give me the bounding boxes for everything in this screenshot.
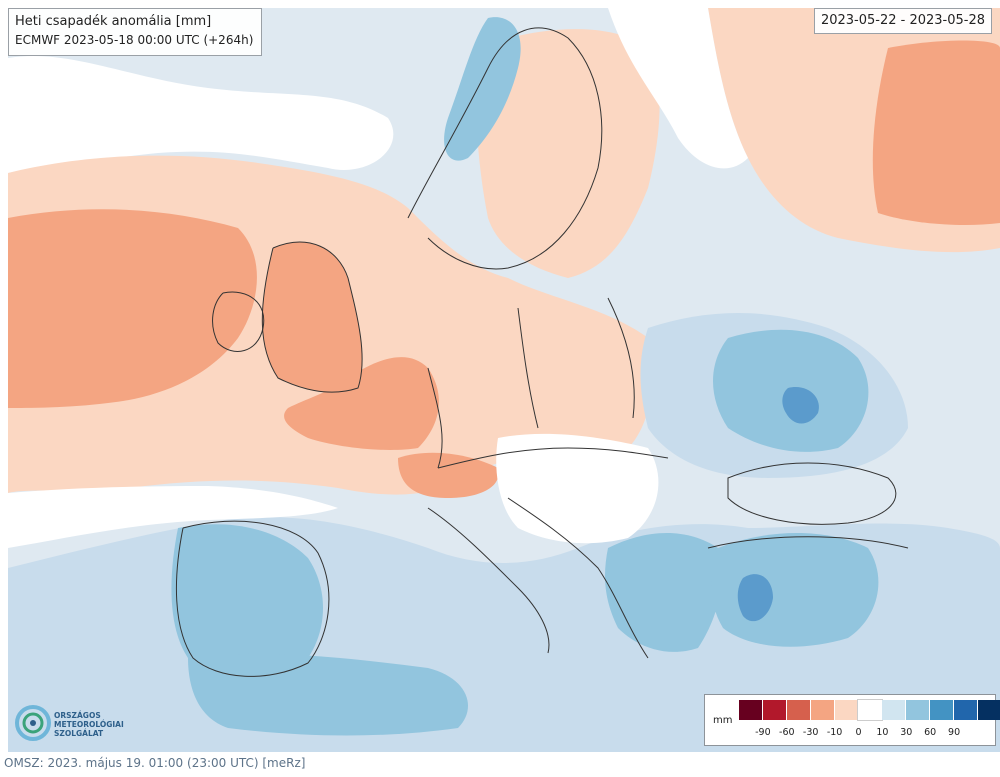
legend-color-cell — [930, 700, 955, 720]
legend-color-bar — [739, 699, 1000, 721]
border-central — [437, 447, 669, 469]
date-range: 2023-05-22 - 2023-05-28 — [820, 13, 986, 28]
border-poland-east — [607, 297, 635, 419]
coastline-ireland — [212, 291, 265, 352]
border-france-germany — [427, 367, 443, 469]
legend-tick-label: 60 — [924, 727, 937, 738]
wet-medium-greece — [605, 533, 722, 652]
neutral-zone-north — [8, 55, 394, 173]
legend-color-cell — [762, 700, 787, 720]
legend-tick-label: 10 — [876, 727, 889, 738]
dry-strong-atlantic — [8, 209, 257, 408]
dry-strong-russia — [872, 40, 1000, 225]
coastline-italy — [427, 507, 550, 654]
coastline-black-sea — [727, 462, 897, 525]
legend-tick-label: -90 — [755, 727, 771, 738]
map-canvas — [8, 8, 1000, 752]
legend-tick-label: 30 — [900, 727, 913, 738]
coastline-scandinavia — [407, 27, 603, 270]
country-borders — [175, 27, 909, 677]
neutral-zone-south — [8, 486, 338, 548]
map-title-box: Heti csapadék anomália [mm] ECMWF 2023-0… — [8, 8, 262, 56]
legend-color-cell — [882, 700, 907, 720]
logo-text: ORSZÁGOS METEOROLÓGIAI SZOLGÁLAT — [54, 711, 124, 738]
legend-ticks: -90 -60 -30 -10 0 10 30 60 90 — [739, 727, 989, 741]
legend-color-cell — [834, 700, 859, 720]
legend-color-cell — [786, 700, 811, 720]
wet-zone-norway — [444, 17, 521, 161]
logo-line-2: METEOROLÓGIAI — [54, 720, 124, 729]
legend-color-cell — [977, 700, 1000, 720]
wet-medium-north-africa — [188, 653, 468, 736]
map-subtitle: ECMWF 2023-05-18 00:00 UTC (+264h) — [15, 33, 254, 47]
wet-strong-turkey — [737, 574, 773, 622]
legend-color-cell — [857, 699, 884, 721]
coastline-balkans — [507, 497, 649, 659]
omsz-logo: ORSZÁGOS METEOROLÓGIAI SZOLGÁLAT — [14, 704, 134, 746]
date-range-box: 2023-05-22 - 2023-05-28 — [814, 8, 992, 34]
border-germany-poland — [517, 307, 539, 429]
coastline-uk — [261, 241, 363, 393]
legend-tick-label: -30 — [802, 727, 819, 738]
logo-line-3: SZOLGÁLAT — [54, 729, 104, 738]
omsz-logo-icon — [15, 705, 51, 741]
dry-strong-benelux — [284, 357, 439, 450]
anomaly-map — [8, 8, 1000, 752]
wet-medium-turkey — [711, 533, 879, 647]
wet-medium-iberia — [171, 524, 323, 673]
coastline-turkey — [707, 536, 909, 549]
legend-color-cell — [810, 700, 835, 720]
dry-zone-scandinavia — [476, 29, 660, 279]
legend-tick-label: -10 — [826, 727, 843, 738]
legend-color-cell — [954, 700, 978, 720]
neutral-zone-finland — [608, 8, 748, 169]
neutral-zone-balkans — [496, 433, 659, 544]
legend-tick-label: -60 — [779, 727, 795, 738]
coastline-iberia — [175, 520, 330, 677]
legend-tick-label: 0 — [855, 727, 862, 738]
legend-color-cell — [906, 700, 931, 720]
logo-line-1: ORSZÁGOS — [54, 711, 101, 720]
legend-color-cell — [739, 700, 763, 720]
map-title: Heti csapadék anomália [mm] — [15, 14, 212, 29]
color-legend: mm -90 -60 -30 -10 0 10 30 60 90 — [704, 694, 1000, 746]
footer-credit: OMSZ: 2023. május 19. 01:00 (23:00 UTC) … — [4, 756, 306, 770]
legend-unit: mm — [713, 715, 733, 726]
anomaly-shading — [8, 8, 1000, 752]
wet-strong-ukraine — [782, 387, 819, 424]
dry-strong-uk — [262, 242, 363, 393]
legend-tick-label: 90 — [948, 727, 961, 738]
dry-strong-alps — [398, 452, 499, 498]
